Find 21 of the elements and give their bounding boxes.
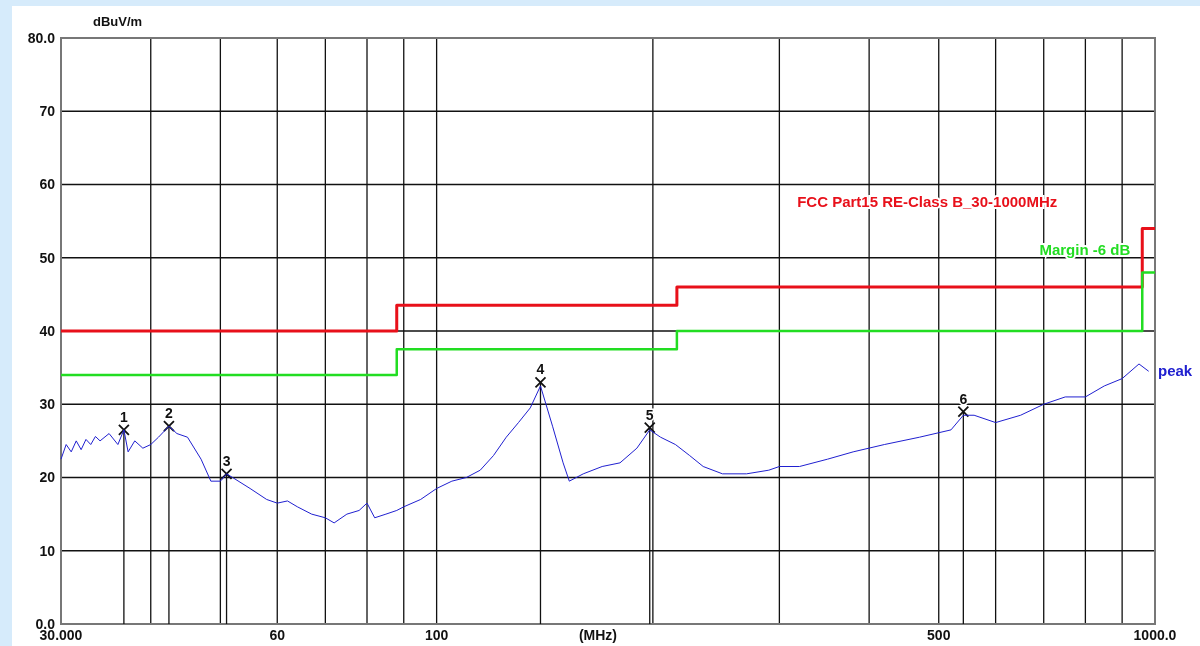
series-label: peak: [1158, 362, 1193, 380]
y-tick-label: 0.0: [35, 615, 56, 632]
y-tick-label: 50: [39, 249, 56, 266]
y-tick-label: 30: [39, 396, 56, 413]
y-tick-label: 60: [39, 176, 56, 193]
y-tick-label: 40: [39, 322, 56, 339]
y-tick-label: 80.0: [27, 29, 56, 46]
annotation: 6: [959, 390, 968, 407]
annotation: 2: [165, 405, 174, 422]
x-tick-label: 500: [927, 627, 951, 643]
y-tick-label: 10: [39, 542, 56, 559]
annotation: 3: [222, 452, 231, 469]
x-tick-label: 60: [269, 627, 286, 643]
x-tick-label: 1000.0: [1133, 627, 1177, 643]
x-axis-title: (MHz): [578, 627, 618, 643]
y-tick-label: 70: [39, 103, 56, 120]
annotation: 4: [536, 361, 545, 378]
x-tick-label: 100: [424, 627, 449, 643]
y-axis-title: dBuV/m: [93, 14, 143, 29]
y-tick-label: 20: [39, 469, 56, 486]
annotation: 1: [119, 408, 128, 425]
